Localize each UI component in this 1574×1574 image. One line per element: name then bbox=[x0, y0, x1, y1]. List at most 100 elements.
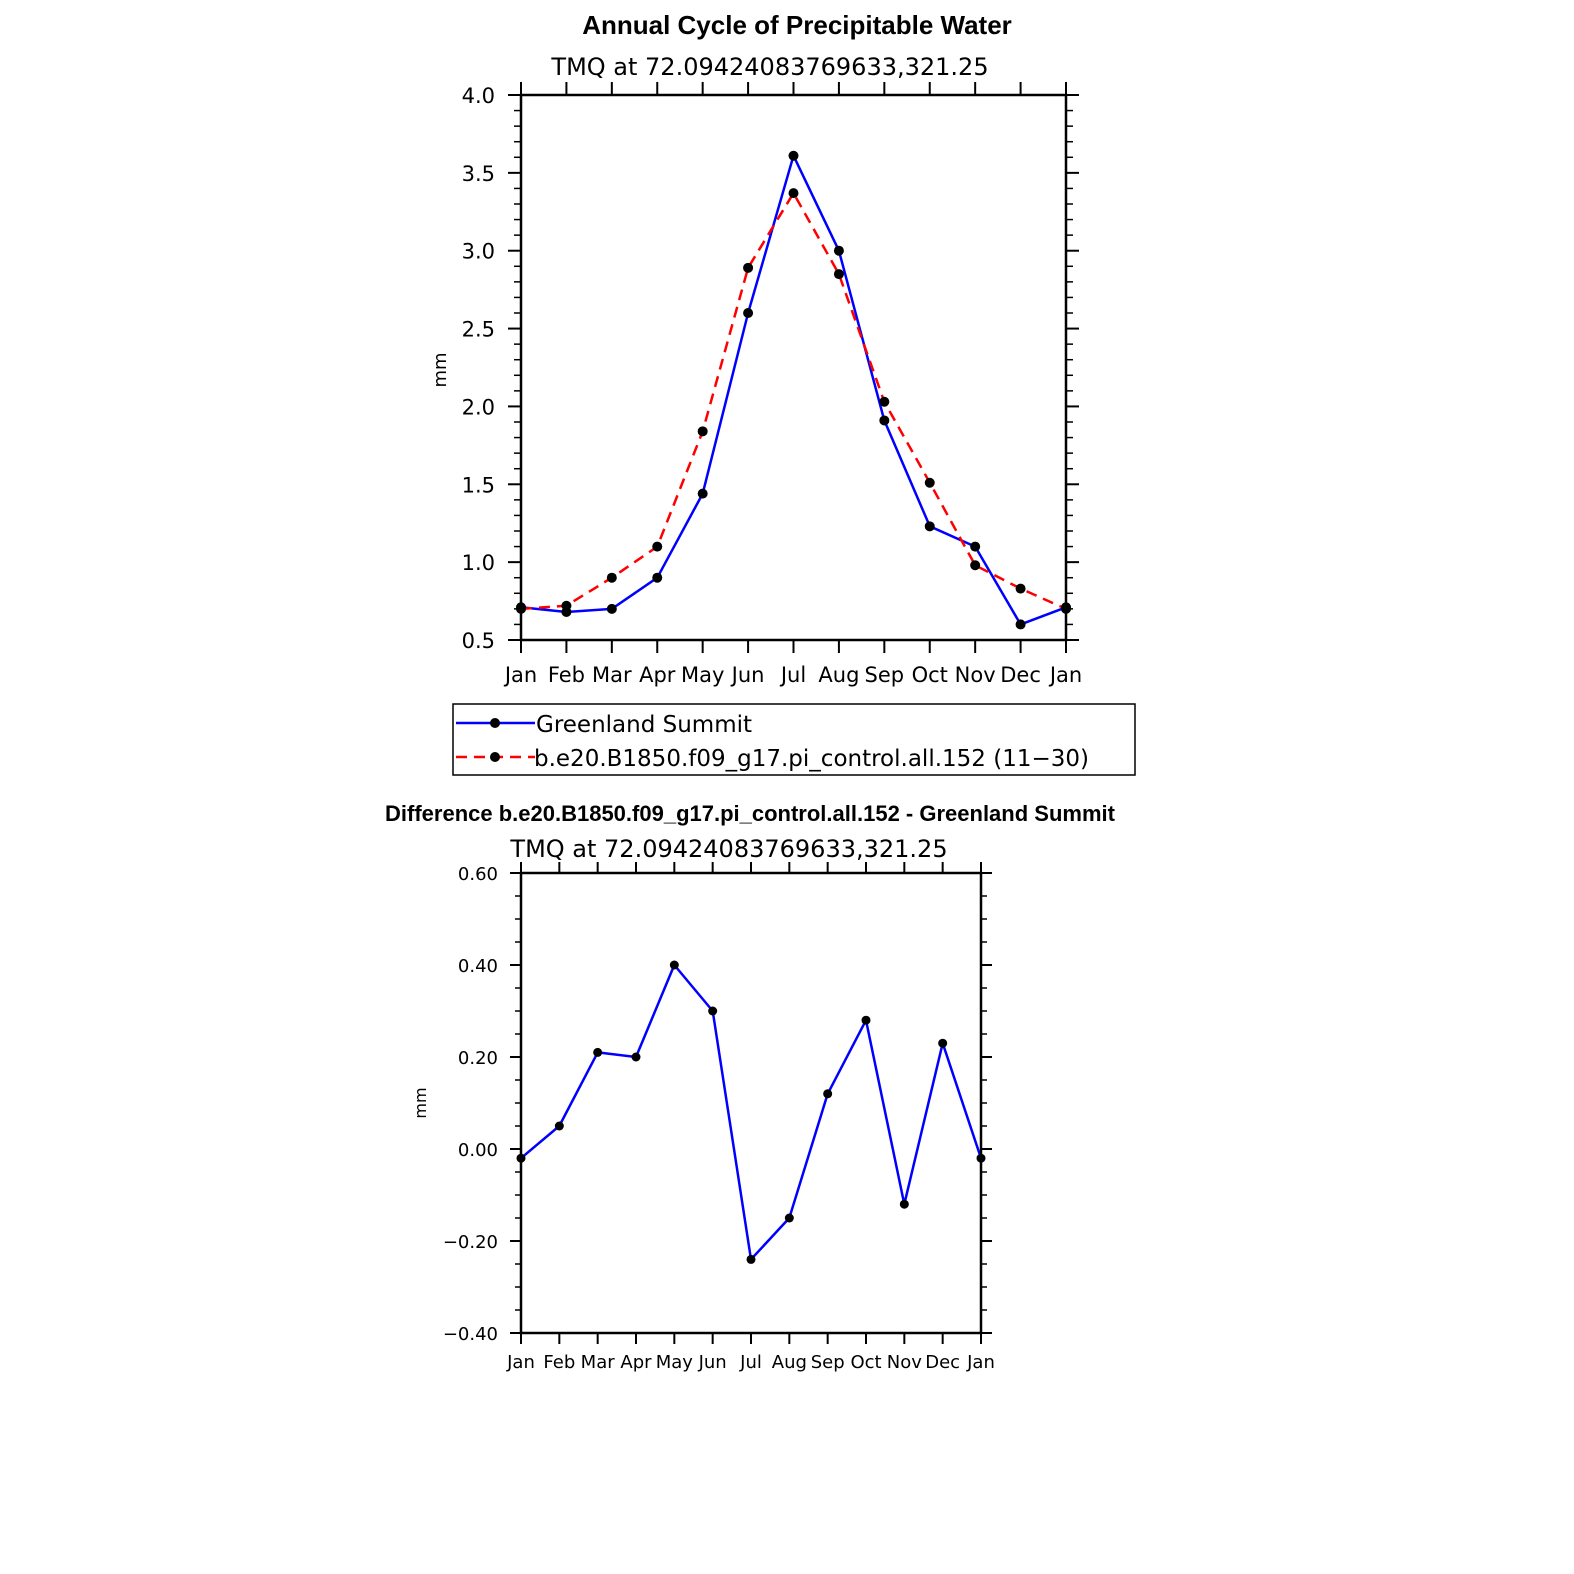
chart1-series bbox=[516, 150, 1071, 630]
c1-series-0-point bbox=[833, 245, 844, 256]
c2-xtick-label: Sep bbox=[811, 1352, 845, 1373]
c1-xtick-label: Apr bbox=[639, 663, 676, 687]
c1-series-0-point bbox=[879, 415, 890, 426]
c2-ytick-label: −0.20 bbox=[443, 1232, 498, 1253]
c1-series-1-point bbox=[833, 269, 844, 280]
chart1-tick-labels: Jan Feb Mar Apr May Jun Jul Aug Sep Oct Nov Dec Jan 0… bbox=[462, 84, 1083, 687]
c2-series-0-point bbox=[669, 960, 679, 970]
c1-ytick-label: 1.5 bbox=[462, 473, 495, 497]
c1-series-1-point bbox=[652, 541, 663, 552]
c2-series-0-point bbox=[784, 1213, 794, 1223]
c1-series-1-point bbox=[924, 477, 935, 488]
legend-entry-pi-control: b.e20.B1850.f09_g17.pi_control.all.152 (… bbox=[456, 746, 1089, 772]
c2-series-0-point bbox=[861, 1015, 871, 1025]
c1-series-1-point bbox=[1015, 583, 1026, 594]
chart2-title: Difference b.e20.B1850.f09_g17.pi_contro… bbox=[385, 801, 1116, 826]
c1-xtick-label: Sep bbox=[865, 663, 905, 687]
chart1-legend: Greenland Summit b.e20.B1850.f09_g17.pi_… bbox=[452, 703, 1136, 776]
legend-label-greenland-summit: Greenland Summit bbox=[536, 712, 752, 738]
legend-marker-greenland-summit bbox=[490, 718, 500, 728]
c1-xtick-label: Jan bbox=[503, 663, 537, 687]
c1-ytick-label: 3.0 bbox=[462, 240, 495, 264]
legend-entry-greenland-summit: Greenland Summit bbox=[456, 712, 752, 738]
c1-series-1-point bbox=[879, 396, 890, 407]
c1-series-line-0 bbox=[520, 154, 1067, 626]
c2-ytick-label: 0.00 bbox=[458, 1140, 498, 1161]
c2-series-0-point bbox=[823, 1089, 833, 1099]
c2-xtick-label: Dec bbox=[925, 1352, 960, 1373]
chart1-y-axis-label: mm bbox=[430, 352, 451, 387]
c1-xtick-label: Oct bbox=[912, 663, 948, 687]
c2-xtick-label: Oct bbox=[850, 1352, 881, 1373]
c1-xtick-label: Jul bbox=[779, 663, 806, 687]
c1-series-0-point bbox=[652, 572, 663, 583]
c1-series-1-point bbox=[561, 600, 572, 611]
c2-series-line-0 bbox=[520, 963, 983, 1261]
c1-series-0-point bbox=[606, 603, 617, 614]
chart1-subtitle: TMQ at 72.09424083769633,321.25 bbox=[550, 53, 988, 81]
legend-box bbox=[452, 703, 1136, 776]
c2-series-0-point bbox=[708, 1006, 718, 1016]
chart1-ticks bbox=[508, 82, 1079, 653]
c1-ytick-label: 2.5 bbox=[462, 318, 495, 342]
difference-chart: Difference b.e20.B1850.f09_g17.pi_contro… bbox=[385, 801, 1116, 1373]
c2-series-0-point bbox=[746, 1254, 756, 1264]
c1-xtick-label: Feb bbox=[548, 663, 585, 687]
chart2-subtitle: TMQ at 72.09424083769633,321.25 bbox=[509, 835, 947, 863]
c1-series-line-1 bbox=[520, 191, 1067, 611]
c2-ytick-label: 0.40 bbox=[458, 956, 498, 977]
c2-xtick-label: May bbox=[656, 1352, 694, 1373]
c2-xtick-label: Jan bbox=[506, 1352, 535, 1373]
c1-xtick-label: Jun bbox=[730, 663, 765, 687]
legend-label-pi-control: b.e20.B1850.f09_g17.pi_control.all.152 (… bbox=[534, 746, 1089, 772]
c1-ytick-label: 0.5 bbox=[462, 629, 495, 653]
c2-xtick-label: Feb bbox=[543, 1352, 575, 1373]
chart2-y-axis-label: mm bbox=[411, 1087, 430, 1118]
c2-xtick-label: Apr bbox=[620, 1352, 652, 1373]
c2-series-0-point bbox=[593, 1047, 603, 1057]
c1-series-0-point bbox=[697, 488, 708, 499]
chart1-title: Annual Cycle of Precipitable Water bbox=[582, 10, 1012, 40]
c1-series-1-point bbox=[606, 572, 617, 583]
annual-cycle-chart: Annual Cycle of Precipitable Water TMQ a… bbox=[430, 10, 1136, 776]
chart2-series bbox=[516, 960, 986, 1264]
legend-marker-pi-control bbox=[490, 752, 500, 762]
c1-xtick-label: Nov bbox=[955, 663, 996, 687]
chart2-plot-frame bbox=[519, 871, 983, 1335]
c1-xtick-label: May bbox=[681, 663, 724, 687]
c1-ytick-label: 4.0 bbox=[462, 84, 495, 108]
chart2-ticks bbox=[510, 862, 992, 1344]
c2-series-0-point bbox=[631, 1052, 641, 1062]
c1-series-1-point bbox=[743, 262, 754, 273]
c2-ytick-label: −0.40 bbox=[443, 1324, 498, 1345]
c1-series-1-point bbox=[970, 560, 981, 571]
c1-ytick-label: 3.5 bbox=[462, 162, 495, 186]
c1-xtick-label: Jan bbox=[1048, 663, 1082, 687]
c2-xtick-label: Aug bbox=[772, 1352, 807, 1373]
c1-series-0-point bbox=[1015, 619, 1026, 630]
c2-xtick-label: Nov bbox=[887, 1352, 922, 1373]
c1-ytick-label: 1.0 bbox=[462, 551, 495, 575]
c1-series-0-point bbox=[788, 150, 799, 161]
c2-series-0-point bbox=[899, 1199, 909, 1209]
c1-series-0-point bbox=[743, 308, 754, 318]
c2-xtick-label: Jun bbox=[698, 1352, 727, 1373]
c1-series-1-point bbox=[697, 426, 708, 437]
c2-xtick-label: Jul bbox=[739, 1352, 762, 1373]
c1-series-1-point bbox=[788, 188, 799, 199]
c2-ytick-label: 0.20 bbox=[458, 1048, 498, 1069]
c1-ytick-label: 2.0 bbox=[462, 395, 495, 419]
c1-xtick-label: Dec bbox=[1000, 663, 1041, 687]
c2-xtick-label: Mar bbox=[581, 1352, 616, 1373]
c2-ytick-label: 0.60 bbox=[458, 864, 498, 885]
c1-xtick-label: Aug bbox=[818, 663, 859, 687]
chart2-tick-labels: Jan Feb Mar Apr May Jun Jul Aug Sep Oct Nov Dec Jan−… bbox=[443, 864, 995, 1373]
chart1-plot-frame bbox=[519, 93, 1068, 642]
c2-series-0-point bbox=[938, 1038, 948, 1048]
c2-series-0-point bbox=[554, 1121, 564, 1131]
c1-xtick-label: Mar bbox=[592, 663, 632, 687]
c2-xtick-label: Jan bbox=[966, 1352, 995, 1373]
c1-series-0-point bbox=[924, 521, 935, 532]
c1-series-0-point bbox=[970, 541, 981, 552]
